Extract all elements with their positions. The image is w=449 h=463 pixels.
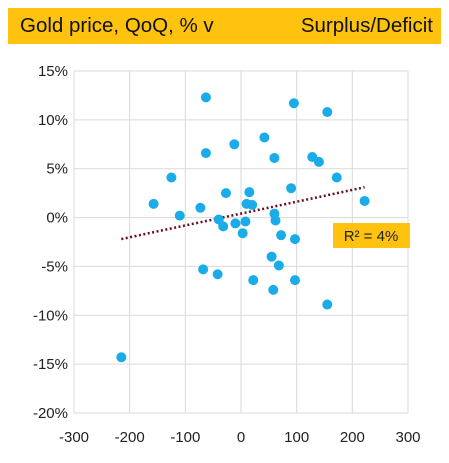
y-tick-label: -20% — [33, 405, 68, 422]
data-point — [259, 132, 270, 143]
r2-annotation: R² = 4% — [333, 223, 410, 248]
data-point — [212, 269, 223, 280]
data-point — [268, 284, 279, 295]
data-point — [322, 299, 333, 310]
data-point — [289, 275, 300, 286]
y-tick-label: 5% — [46, 161, 68, 178]
data-point — [198, 264, 209, 275]
x-tick-label: 0 — [237, 429, 245, 446]
data-point — [244, 187, 255, 198]
r2-box — [333, 223, 410, 248]
data-point — [148, 198, 159, 209]
data-point — [240, 216, 251, 227]
chart-title: Gold price, QoQ, % v — [20, 14, 214, 37]
data-point — [237, 228, 248, 239]
y-tick-label: 15% — [38, 63, 68, 80]
data-point — [247, 199, 258, 210]
data-point — [220, 188, 231, 199]
data-points — [116, 92, 370, 363]
data-point — [322, 107, 333, 118]
x-tick-label: -100 — [170, 429, 200, 446]
y-tick-label: -5% — [41, 258, 68, 275]
y-tick-label: 10% — [38, 112, 68, 129]
data-point — [288, 98, 299, 109]
y-tick-label: -15% — [33, 356, 68, 373]
data-point — [218, 221, 229, 232]
chart-title-banner: Gold price, QoQ, % v Surplus/Deficit — [8, 8, 441, 44]
x-axis-tick-labels: -300 -200 -100 0 100 200 300 — [59, 429, 421, 446]
data-point — [195, 202, 206, 213]
data-point — [174, 210, 185, 221]
data-point — [116, 352, 127, 363]
x-tick-label: -300 — [59, 429, 89, 446]
data-point — [166, 172, 177, 183]
data-point — [248, 275, 259, 286]
data-point — [276, 230, 287, 241]
trendline — [121, 186, 365, 241]
x-tick-label: 300 — [395, 429, 420, 446]
data-point — [200, 92, 211, 103]
data-point — [331, 172, 342, 183]
x-tick-label: -200 — [115, 429, 145, 446]
data-point — [229, 139, 240, 150]
x-tick-label: 200 — [340, 429, 365, 446]
data-point — [230, 218, 241, 229]
chart-title-right: Surplus/Deficit — [300, 14, 433, 37]
data-point — [359, 195, 370, 206]
data-point — [269, 152, 280, 163]
y-tick-label: -10% — [33, 307, 68, 324]
data-point — [289, 234, 300, 245]
data-point — [270, 215, 281, 226]
data-point — [273, 260, 284, 271]
r2-label: R² = 4% — [344, 228, 399, 245]
data-point — [313, 156, 324, 167]
data-point — [266, 251, 277, 262]
y-axis-tick-labels: 15% 10% 5% 0% -5% -10% -15% -20% — [33, 63, 68, 422]
data-point — [200, 148, 211, 159]
data-point — [286, 183, 297, 194]
y-tick-label: 0% — [46, 210, 68, 227]
x-tick-label: 100 — [284, 429, 309, 446]
